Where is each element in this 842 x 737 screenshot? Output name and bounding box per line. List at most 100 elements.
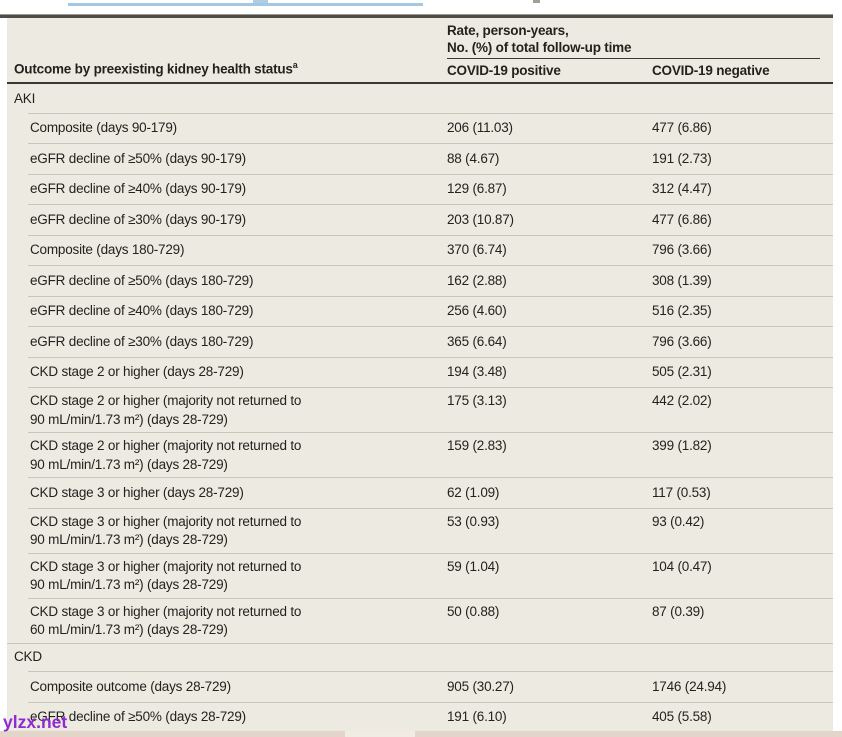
table-row: CKD stage 2 or higher (majority not retu… bbox=[7, 387, 833, 432]
table-row: Composite (days 90-179) 206 (11.03) 477 (6… bbox=[7, 112, 833, 144]
row-label: CKD stage 3 or higher (days 28-729) bbox=[30, 484, 244, 500]
row-label-line-1: CKD stage 3 or higher (majority not retu… bbox=[30, 513, 302, 529]
value-covid-negative: 191 (2.73) bbox=[652, 150, 712, 166]
row-label: eGFR decline of ≥30% (days 90-179) bbox=[30, 211, 246, 227]
row-label: CKD stage 3 or higher (majority not retu… bbox=[7, 513, 447, 550]
table-row: eGFR decline of ≥50% (days 28-729) 191 (6… bbox=[7, 701, 833, 733]
row-label: CKD stage 3 or higher (majority not retu… bbox=[7, 603, 447, 640]
row-label: eGFR decline of ≥30% (days 180-729) bbox=[30, 333, 254, 349]
footnote-marker-a: a bbox=[292, 59, 298, 70]
value-covid-positive: 365 (6.64) bbox=[447, 333, 507, 349]
row-label: eGFR decline of ≥50% (days 180-729) bbox=[30, 272, 254, 288]
value-covid-positive: 88 (4.67) bbox=[447, 150, 500, 166]
value-covid-positive: 191 (6.10) bbox=[447, 709, 507, 725]
spanner-line-2: No. (%) of total follow-up time bbox=[447, 40, 632, 55]
cropped-text-fragment bbox=[253, 0, 268, 3]
row-label: CKD stage 3 or higher (majority not retu… bbox=[7, 558, 447, 595]
row-label-line-2: 90 mL/min/1.73 m²) (days 28-729) bbox=[30, 411, 228, 427]
rate-spanner-header: Rate, person-years, No. (%) of total fol… bbox=[447, 22, 631, 56]
spanner-line-1: Rate, person-years, bbox=[447, 23, 569, 38]
value-covid-negative: 442 (2.02) bbox=[652, 393, 712, 408]
value-covid-positive: 129 (6.87) bbox=[447, 181, 507, 197]
value-covid-negative: 477 (6.86) bbox=[652, 120, 712, 136]
cropped-text-fragment bbox=[533, 0, 540, 3]
value-covid-positive: 370 (6.74) bbox=[447, 242, 507, 258]
value-covid-negative: 117 (0.53) bbox=[652, 484, 711, 500]
table-row: CKD stage 3 or higher (majority not retu… bbox=[7, 597, 833, 643]
value-covid-positive: 203 (10.87) bbox=[447, 211, 514, 227]
value-covid-positive: 159 (2.83) bbox=[447, 438, 507, 453]
table-row: eGFR decline of ≥40% (days 180-729) 256 (… bbox=[7, 295, 833, 327]
value-covid-positive: 59 (1.04) bbox=[447, 558, 500, 574]
row-label: eGFR decline of ≥40% (days 180-729) bbox=[30, 303, 254, 319]
table-panel: Outcome by preexisting kidney health sta… bbox=[7, 18, 833, 732]
table-row: CKD stage 3 or higher (majority not retu… bbox=[7, 507, 833, 553]
row-label: Composite (days 90-179) bbox=[30, 120, 177, 136]
row-label: Composite (days 180-729) bbox=[30, 242, 185, 258]
table-row: eGFR decline of ≥30% (days 90-179) 203 (1… bbox=[7, 204, 833, 235]
table-top-border bbox=[0, 14, 833, 18]
value-covid-positive: 206 (11.03) bbox=[447, 120, 513, 136]
section-row: CKD bbox=[7, 642, 833, 672]
value-covid-negative: 312 (4.47) bbox=[652, 181, 712, 197]
row-label: CKD stage 2 or higher (majority not retu… bbox=[7, 392, 447, 429]
row-label: CKD stage 2 or higher (majority not retu… bbox=[7, 437, 447, 474]
value-covid-positive: 162 (2.88) bbox=[447, 272, 507, 288]
table-row: CKD stage 3 or higher (majority not retu… bbox=[7, 552, 833, 598]
row-label-line-2: 60 mL/min/1.73 m²) (days 28-729) bbox=[30, 622, 228, 637]
row-label-line-1: CKD stage 2 or higher (majority not retu… bbox=[30, 393, 302, 408]
value-covid-positive: 50 (0.88) bbox=[447, 603, 500, 619]
row-label-line-1: CKD stage 3 or higher (majority not retu… bbox=[30, 603, 302, 619]
section-row: AKI bbox=[7, 84, 833, 113]
value-covid-negative: 93 (0.42) bbox=[652, 513, 705, 529]
value-covid-negative: 87 (0.39) bbox=[652, 603, 705, 619]
covid-positive-column-header: COVID-19 positive bbox=[447, 63, 561, 78]
table-row: eGFR decline of ≥50% (days 90-179) 88 (4.… bbox=[7, 143, 833, 174]
row-label-line-1: CKD stage 2 or higher (majority not retu… bbox=[30, 438, 302, 453]
value-covid-negative: 308 (1.39) bbox=[652, 272, 712, 288]
table-body: AKI Composite (days 90-179) 206 (11.03) 477… bbox=[7, 84, 833, 732]
row-label: eGFR decline of ≥50% (days 90-179) bbox=[30, 150, 246, 166]
row-label: Composite outcome (days 28-729) bbox=[30, 678, 231, 694]
table-row: eGFR decline of ≥30% (days 180-729) 365 (… bbox=[7, 326, 833, 357]
table-row: Composite outcome (days 28-729) 905 (30.2… bbox=[7, 671, 833, 702]
table-row: CKD stage 3 or higher (days 28-729) 62 (1… bbox=[7, 477, 833, 508]
table-header: Outcome by preexisting kidney health sta… bbox=[7, 18, 833, 84]
value-covid-positive: 194 (3.48) bbox=[447, 364, 507, 380]
outcomes-table: Outcome by preexisting kidney health sta… bbox=[0, 14, 833, 732]
row-label-line-2: 90 mL/min/1.73 m²) (days 28-729) bbox=[30, 532, 228, 547]
value-covid-positive: 175 (3.13) bbox=[447, 393, 507, 408]
row-label-line-2: 90 mL/min/1.73 m²) (days 28-729) bbox=[30, 577, 228, 592]
value-covid-positive: 53 (0.93) bbox=[447, 513, 500, 529]
value-covid-negative: 104 (0.47) bbox=[652, 558, 712, 574]
value-covid-negative: 1746 (24.94) bbox=[652, 678, 727, 694]
cropped-bottom-row-strip bbox=[0, 731, 842, 737]
value-covid-negative: 796 (3.66) bbox=[652, 242, 712, 258]
value-covid-positive: 256 (4.60) bbox=[447, 303, 507, 319]
row-label: eGFR decline of ≥50% (days 28-729) bbox=[30, 709, 246, 725]
table-row: eGFR decline of ≥50% (days 180-729) 162 (… bbox=[7, 265, 833, 296]
covid-negative-column-header: COVID-19 negative bbox=[652, 63, 770, 78]
value-covid-negative: 505 (2.31) bbox=[652, 364, 712, 380]
site-watermark: ylzx.net bbox=[3, 712, 68, 732]
row-label: AKI bbox=[14, 90, 36, 106]
value-covid-positive: 905 (30.27) bbox=[447, 678, 514, 694]
row-label-line-1: CKD stage 3 or higher (majority not retu… bbox=[30, 558, 302, 574]
spanner-rule bbox=[447, 58, 820, 59]
value-covid-negative: 796 (3.66) bbox=[652, 333, 712, 349]
row-label: eGFR decline of ≥40% (days 90-179) bbox=[30, 181, 246, 197]
row-label: CKD stage 2 or higher (days 28-729) bbox=[30, 364, 244, 380]
table-row: Composite (days 180-729) 370 (6.74) 796 (3… bbox=[7, 234, 833, 266]
value-covid-positive: 62 (1.09) bbox=[447, 484, 500, 500]
value-covid-negative: 477 (6.86) bbox=[652, 211, 712, 227]
row-label: CKD bbox=[14, 649, 42, 665]
cropped-link-underline bbox=[68, 3, 423, 6]
outcome-column-header-text: Outcome by preexisting kidney health sta… bbox=[14, 61, 293, 76]
value-covid-negative: 405 (5.58) bbox=[652, 709, 712, 725]
row-label-line-2: 90 mL/min/1.73 m²) (days 28-729) bbox=[30, 456, 228, 472]
table-row: CKD stage 2 or higher (majority not retu… bbox=[7, 432, 833, 477]
table-row: eGFR decline of ≥40% (days 90-179) 129 (6… bbox=[7, 173, 833, 205]
table-row: CKD stage 2 or higher (days 28-729) 194 (… bbox=[7, 356, 833, 388]
value-covid-negative: 516 (2.35) bbox=[652, 303, 712, 319]
outcome-column-header: Outcome by preexisting kidney health sta… bbox=[14, 60, 298, 77]
